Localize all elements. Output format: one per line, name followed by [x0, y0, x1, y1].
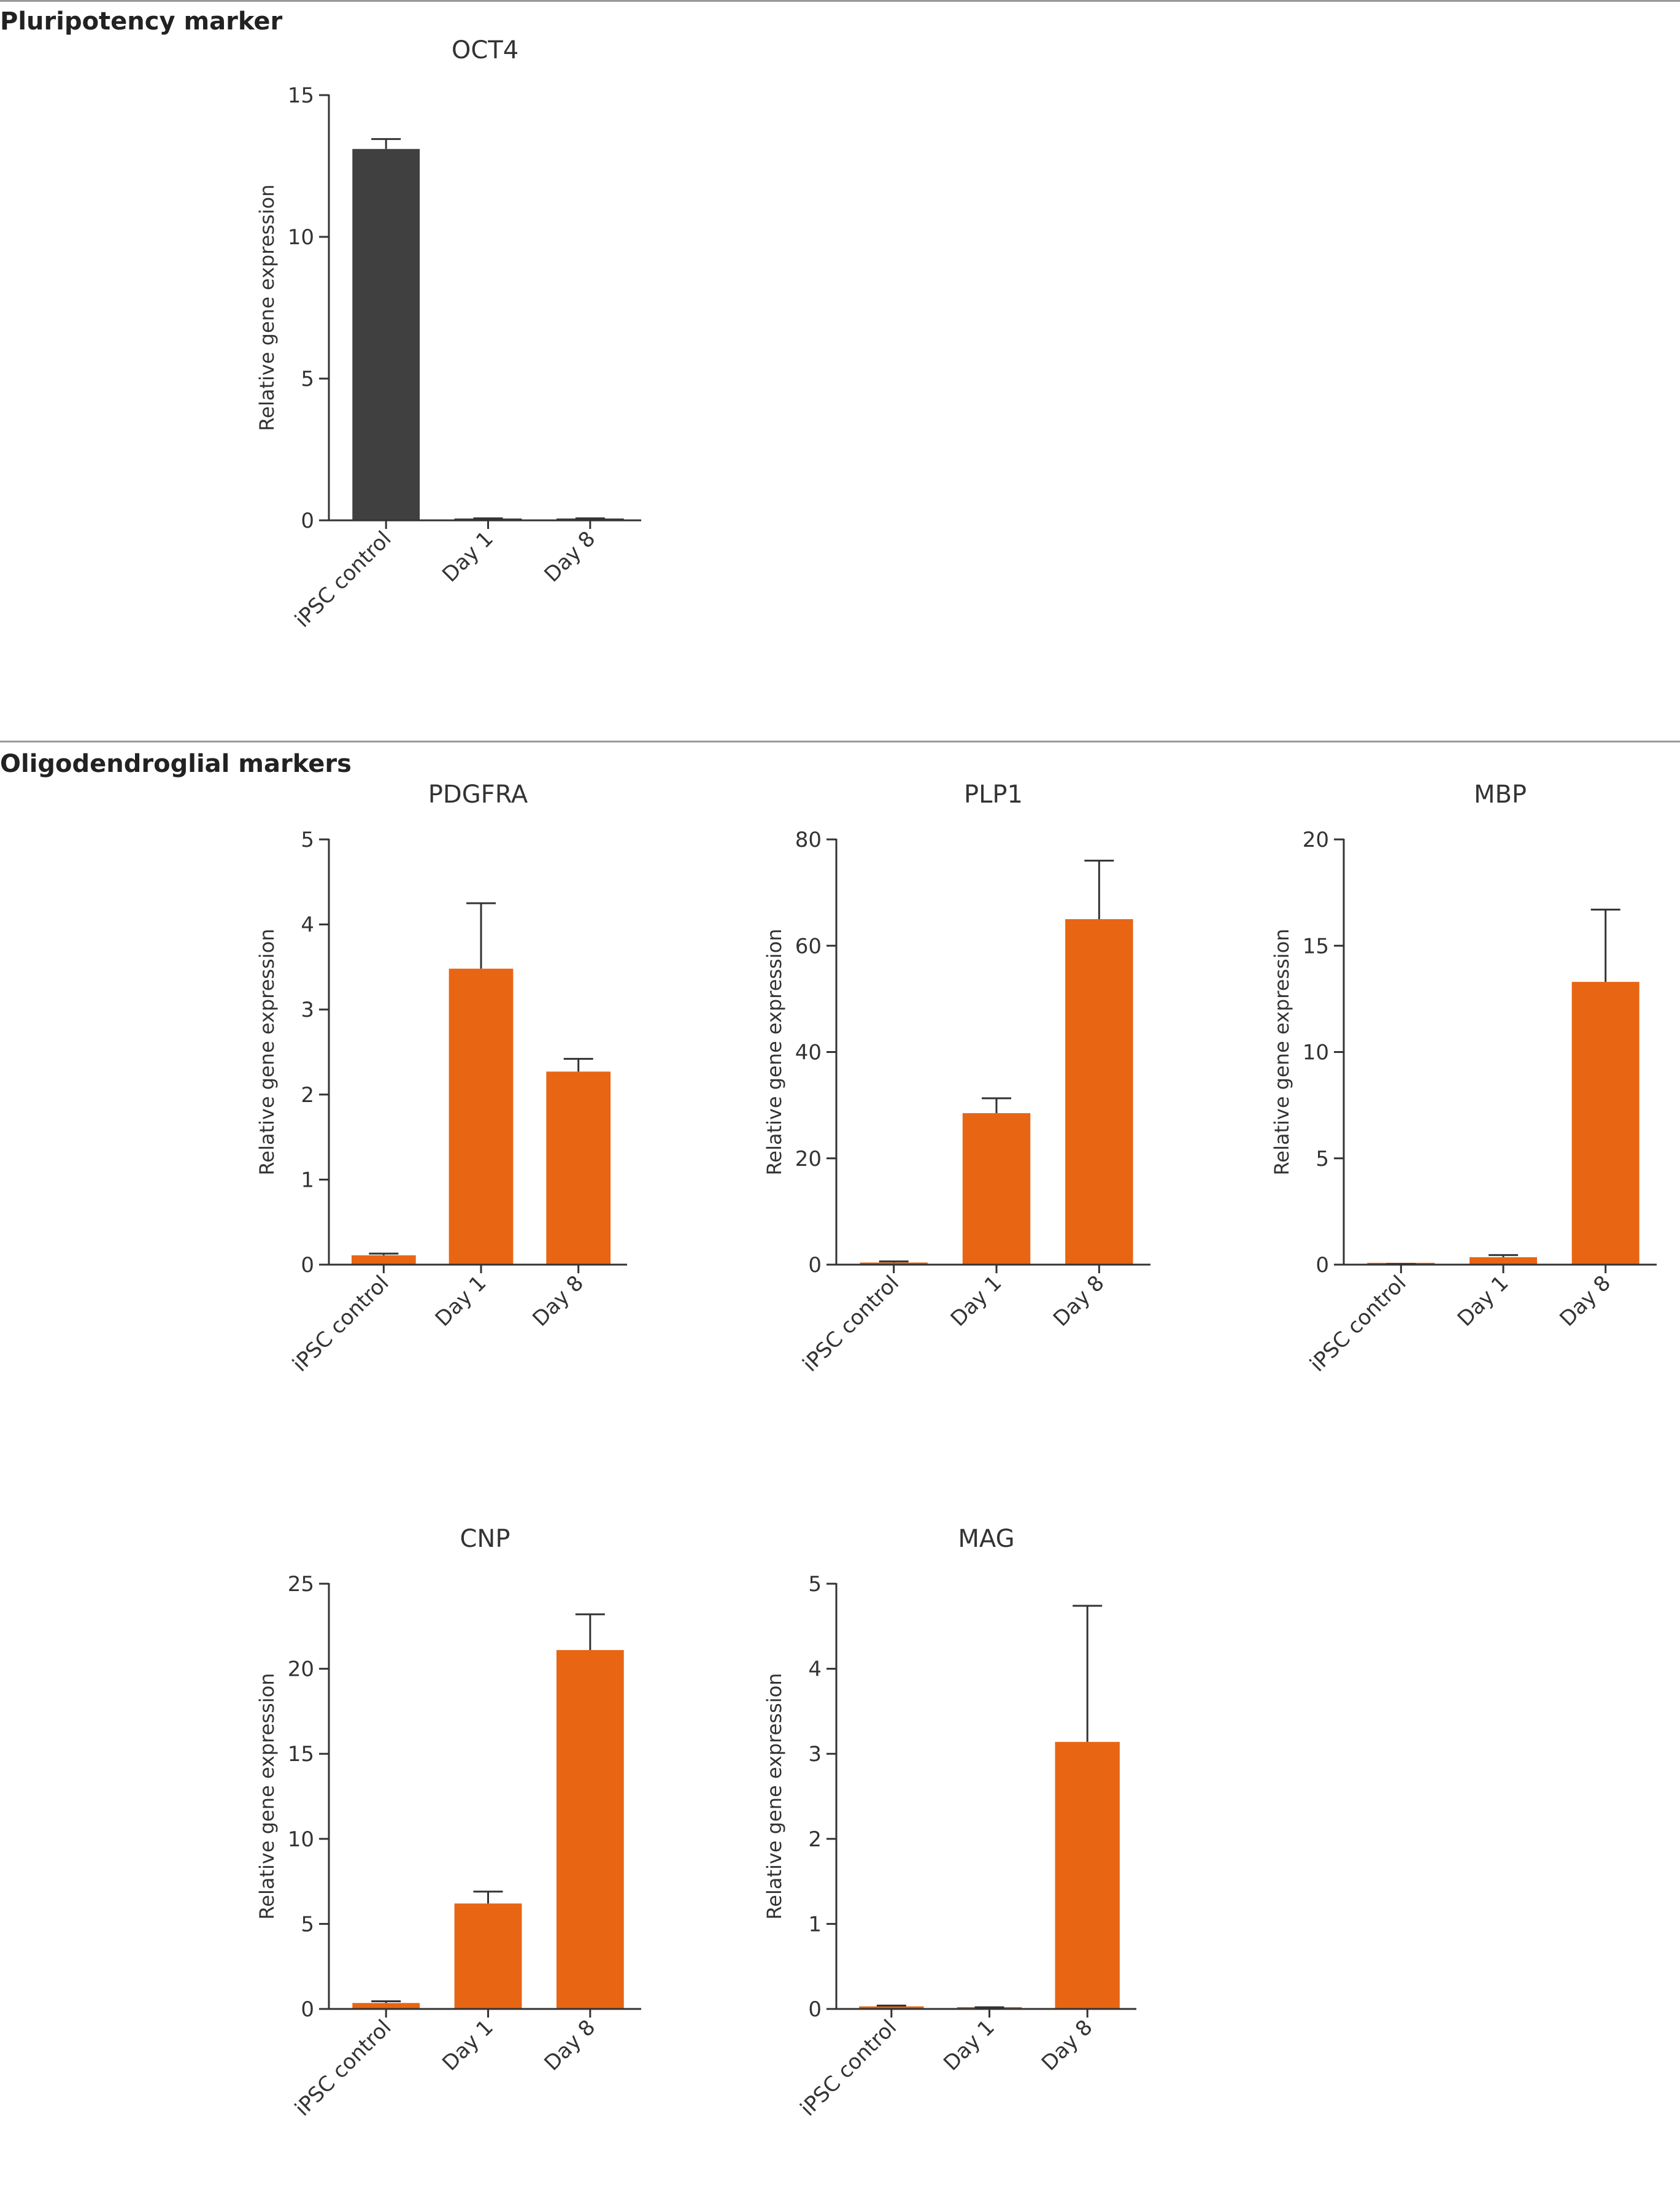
y-tick-label: 3 — [301, 998, 314, 1022]
chart-title: CNP — [460, 1525, 511, 1553]
y-tick-label: 1 — [808, 1912, 822, 1937]
bar-2 — [454, 1903, 522, 2009]
y-tick-label: 10 — [288, 1827, 314, 1852]
section-title-oligodendroglial: Oligodendroglial markers — [0, 750, 352, 778]
x-tick-label: iPSC control — [290, 526, 396, 632]
bar-1 — [352, 2003, 420, 2009]
bar-3 — [1055, 1741, 1120, 2009]
x-tick-label: iPSC control — [798, 1271, 904, 1376]
y-axis-label: Relative gene expression — [1270, 929, 1293, 1176]
section-title-pluripotency: Pluripotency marker — [0, 7, 283, 36]
x-tick-label: Day 8 — [540, 526, 601, 587]
y-tick-label: 25 — [288, 1572, 314, 1597]
x-tick-label: Day 1 — [437, 526, 498, 587]
x-tick-label: Day 8 — [1555, 1271, 1616, 1332]
bar-3 — [546, 1071, 611, 1265]
x-tick-label: Day 1 — [939, 2015, 1000, 2076]
y-tick-label: 5 — [301, 367, 314, 391]
y-tick-label: 15 — [288, 1742, 314, 1767]
y-tick-label: 0 — [301, 1997, 314, 2022]
y-tick-label: 5 — [301, 1912, 314, 1937]
chart-mbp: MBP Relative gene expression iPSC control D… — [1270, 781, 1657, 1377]
y-tick-label: 5 — [808, 1572, 822, 1597]
y-tick-label: 10 — [1303, 1041, 1329, 1065]
y-axis-label: Relative gene expression — [763, 929, 786, 1176]
section-divider-top — [0, 0, 1680, 2]
x-tick-label: Day 8 — [1037, 2015, 1098, 2076]
y-tick-label: 4 — [301, 913, 314, 938]
x-tick-label: Day 1 — [437, 2015, 498, 2076]
chart-title: OCT4 — [452, 36, 518, 64]
y-tick-label: 4 — [808, 1657, 822, 1682]
chart-title: PDGFRA — [428, 781, 528, 809]
x-tick-label: Day 1 — [1453, 1271, 1514, 1332]
bar-2 — [449, 968, 514, 1265]
y-tick-label: 40 — [795, 1041, 822, 1065]
chart-title: MAG — [958, 1525, 1014, 1553]
bar-3 — [556, 1650, 624, 2009]
bar-2 — [1470, 1257, 1537, 1265]
y-tick-label: 0 — [1316, 1253, 1329, 1278]
section-divider-oligodendroglial — [0, 741, 1680, 742]
x-tick-label: iPSC control — [796, 2015, 901, 2121]
y-tick-label: 20 — [795, 1147, 822, 1171]
y-tick-label: 60 — [795, 934, 822, 958]
y-tick-label: 20 — [1303, 828, 1329, 852]
bar-3 — [1065, 919, 1133, 1265]
chart-title: PLP1 — [964, 781, 1023, 809]
y-tick-label: 5 — [301, 828, 314, 852]
x-tick-label: iPSC control — [288, 1271, 393, 1376]
bar-2 — [962, 1113, 1031, 1265]
y-tick-label: 15 — [288, 83, 314, 108]
y-tick-label: 3 — [808, 1742, 822, 1767]
y-axis-label: Relative gene expression — [255, 929, 279, 1176]
chart-oct4: OCT4 Relative gene expression iPSC control… — [255, 36, 641, 633]
chart-title: MBP — [1474, 781, 1527, 809]
y-tick-label: 2 — [808, 1827, 822, 1852]
chart-plp1: PLP1 Relative gene expression iPSC control… — [763, 781, 1150, 1377]
y-tick-label: 10 — [288, 225, 314, 250]
bar-1 — [859, 2006, 924, 2009]
y-tick-label: 0 — [808, 1997, 822, 2022]
chart-pdgfra: PDGFRA Relative gene expression iPSC contr… — [255, 781, 627, 1377]
chart-mag: MAG Relative gene expression iPSC control D… — [763, 1525, 1136, 2121]
y-tick-label: 1 — [301, 1168, 314, 1192]
x-tick-label: iPSC control — [290, 2015, 396, 2121]
x-tick-label: Day 1 — [431, 1271, 491, 1332]
y-axis-label: Relative gene expression — [255, 1673, 279, 1920]
x-tick-label: Day 8 — [540, 2015, 601, 2076]
y-tick-label: 20 — [288, 1657, 314, 1682]
chart-cnp: CNP Relative gene expression iPSC control D… — [255, 1525, 641, 2121]
y-tick-label: 80 — [795, 828, 822, 852]
bar-1 — [351, 1255, 416, 1265]
y-axis-label: Relative gene expression — [255, 185, 279, 431]
y-axis-label: Relative gene expression — [763, 1673, 786, 1920]
y-tick-label: 0 — [301, 509, 314, 533]
y-tick-label: 5 — [1316, 1147, 1329, 1171]
y-tick-label: 2 — [301, 1083, 314, 1108]
y-tick-label: 0 — [301, 1253, 314, 1278]
x-tick-label: iPSC control — [1305, 1271, 1411, 1376]
bar-1 — [352, 148, 420, 520]
x-tick-label: Day 1 — [946, 1271, 1007, 1332]
y-tick-label: 0 — [808, 1253, 822, 1278]
x-tick-label: Day 8 — [1049, 1271, 1109, 1332]
bar-3 — [1571, 982, 1640, 1265]
bar-1 — [860, 1262, 928, 1265]
y-tick-label: 15 — [1303, 934, 1329, 958]
x-tick-label: Day 8 — [528, 1271, 588, 1332]
